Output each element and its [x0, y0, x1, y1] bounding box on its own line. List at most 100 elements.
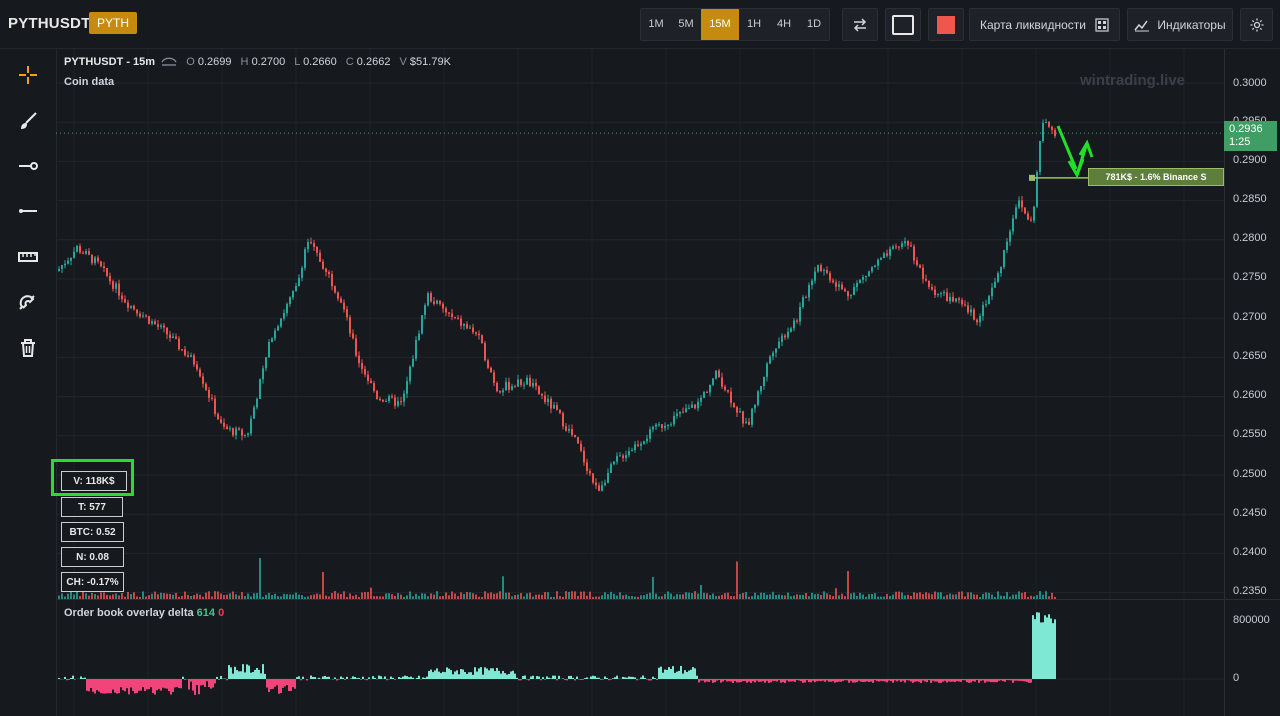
volume-bar — [1039, 591, 1041, 599]
volume-bar — [313, 594, 315, 599]
delta-bar — [362, 676, 364, 679]
candle-body — [979, 316, 981, 323]
swap-button[interactable] — [842, 8, 878, 41]
volume-bar — [976, 594, 978, 599]
ruler-tool[interactable] — [13, 243, 43, 271]
delta-bar — [176, 679, 178, 688]
candle-body — [112, 281, 114, 289]
delta-bar — [502, 670, 504, 679]
delta-bar — [790, 679, 792, 682]
delta-bar — [840, 679, 842, 682]
delta-bar — [844, 679, 846, 681]
delta-bar — [674, 672, 676, 679]
delta-bar — [234, 666, 236, 679]
candle-body — [577, 437, 579, 444]
orderbook-tick: 800000 — [1233, 614, 1270, 626]
volume-bar — [139, 596, 141, 599]
candle-body — [583, 450, 585, 463]
volume-value: $51.79K — [409, 56, 451, 68]
candle-body — [580, 443, 582, 451]
delta-bar — [928, 679, 930, 681]
crosshair-tool[interactable] — [13, 61, 43, 89]
color-box-empty-button[interactable] — [885, 8, 921, 41]
price-chart[interactable] — [56, 49, 1224, 716]
candle-body — [490, 367, 492, 373]
settings-button[interactable] — [1240, 8, 1273, 41]
stat-btc: BTC: 0.52 — [61, 522, 124, 542]
volume-bar — [937, 592, 939, 599]
delta-bar — [738, 679, 740, 683]
delta-bar — [938, 679, 940, 683]
candle-body — [796, 320, 798, 322]
eye-icon[interactable] — [161, 56, 177, 66]
volume-bar — [733, 596, 735, 599]
candle-body — [448, 312, 450, 314]
heatmap-icon — [1095, 17, 1109, 32]
tf-1d[interactable]: 1D — [806, 18, 822, 30]
liquidity-level-label[interactable]: 781K$ - 1.6% Binance S — [1088, 168, 1224, 186]
magnet-tool[interactable] — [13, 288, 43, 316]
volume-bar — [652, 576, 654, 599]
candle-body — [103, 266, 105, 269]
tf-15m[interactable]: 15M — [701, 9, 739, 40]
ray-tool[interactable] — [13, 152, 43, 180]
volume-bar — [691, 593, 693, 599]
volume-bar — [646, 593, 648, 599]
volume-bar — [448, 595, 450, 599]
volume-bar — [670, 593, 672, 599]
candle-body — [1042, 122, 1044, 141]
candle-body — [376, 391, 378, 399]
delta-bar — [868, 679, 870, 683]
chart-canvas[interactable] — [56, 49, 1224, 716]
delta-bar — [64, 676, 66, 679]
volume-bar — [835, 588, 837, 599]
stat-n: N: 0.08 — [61, 547, 124, 567]
delta-bar — [364, 679, 366, 680]
candle-body — [763, 376, 765, 386]
color-box-red-button[interactable] — [928, 8, 964, 41]
candle-body — [877, 259, 879, 266]
liquidity-map-button[interactable]: Карта ликвидности — [969, 8, 1120, 41]
volume-bar — [481, 596, 483, 599]
tf-5m[interactable]: 5M — [678, 18, 694, 30]
price-tick: 0.2350 — [1233, 585, 1267, 597]
volume-bar — [397, 593, 399, 599]
stat-volume: V: 118K$ — [61, 471, 127, 491]
horizontal-line-tool[interactable] — [13, 197, 43, 225]
delta-bar — [984, 679, 986, 683]
candle-body — [874, 265, 876, 268]
delete-tool[interactable] — [13, 334, 43, 362]
candle-body — [838, 284, 840, 287]
volume-bar — [154, 591, 156, 599]
delta-bar — [634, 677, 636, 679]
volume-bar — [541, 594, 543, 599]
delta-bar — [566, 679, 568, 681]
candle-body — [259, 379, 261, 399]
tf-4h[interactable]: 4H — [776, 18, 792, 30]
volume-bar — [775, 595, 777, 599]
candle-body — [916, 260, 918, 266]
price-scale[interactable] — [1224, 49, 1280, 716]
candle-body — [439, 300, 441, 304]
delta-bar — [126, 679, 128, 689]
candle-body — [1024, 207, 1026, 214]
delta-bar — [570, 675, 572, 679]
tf-1m[interactable]: 1M — [648, 18, 664, 30]
delta-bar — [470, 672, 472, 679]
coin-badge[interactable]: PYTH — [89, 12, 138, 34]
indicators-button[interactable]: Индикаторы — [1127, 8, 1233, 41]
tf-1h[interactable]: 1H — [746, 18, 762, 30]
delta-bar — [926, 679, 928, 683]
candle-body — [697, 401, 699, 409]
volume-bar — [958, 591, 960, 599]
delta-bar — [394, 679, 396, 680]
delta-bar — [392, 677, 394, 679]
delta-bar — [732, 679, 734, 683]
candle-body — [817, 265, 819, 272]
delta-bar — [652, 676, 654, 679]
brush-tool[interactable] — [13, 107, 43, 135]
orderbook-tick: 0 — [1233, 672, 1240, 684]
pane-separator[interactable] — [56, 599, 1280, 600]
delta-bar — [214, 679, 216, 684]
volume-bar — [415, 593, 417, 599]
